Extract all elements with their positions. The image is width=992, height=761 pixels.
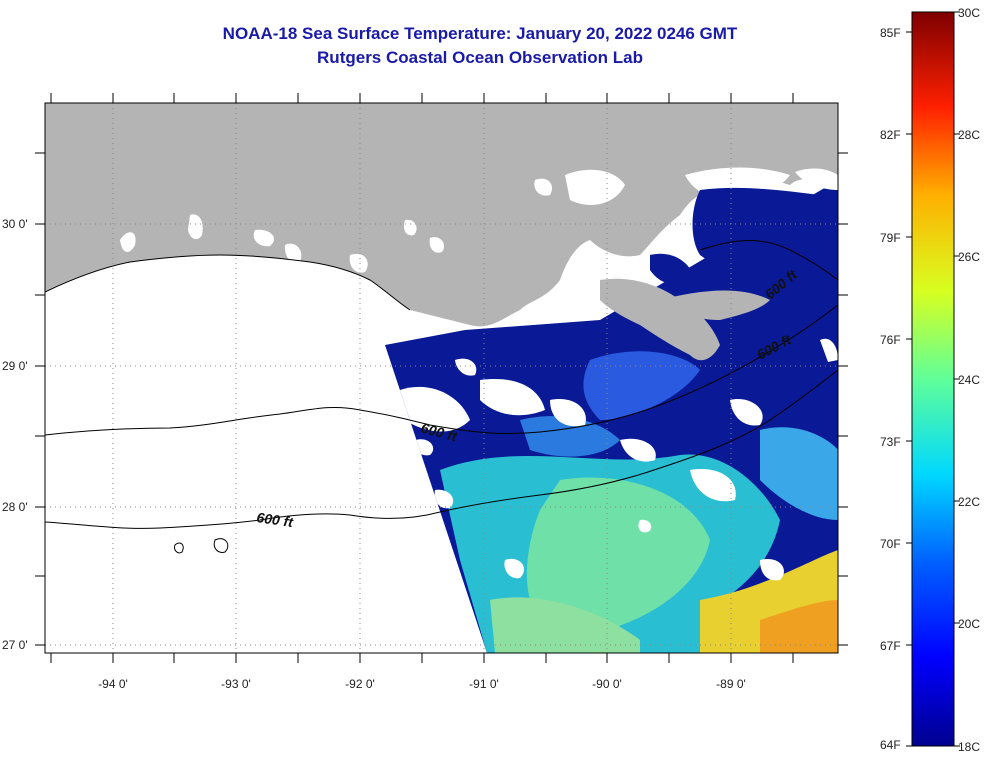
chart-subtitle: Rutgers Coastal Ocean Observation Lab	[317, 48, 643, 67]
colorbar-label-c: 20C	[958, 617, 981, 631]
lat-label: 27 0'	[2, 638, 28, 652]
colorbar-label-f: 82F	[880, 128, 901, 142]
lake	[429, 237, 445, 253]
land-mass	[45, 103, 838, 327]
colorbar-label-f: 70F	[880, 537, 901, 551]
coastline	[45, 254, 411, 311]
contour-label: 600 ft	[256, 509, 296, 530]
axis-ticks	[35, 93, 848, 663]
lon-label: -94 0'	[98, 677, 128, 691]
isobath-600ft-north	[45, 304, 838, 436]
delta-land	[600, 278, 720, 361]
chart-title: NOAA-18 Sea Surface Temperature: January…	[222, 24, 738, 43]
lake	[188, 214, 203, 240]
lake	[404, 219, 417, 236]
lake	[534, 178, 553, 196]
lake	[120, 232, 136, 252]
isobath-inshore	[699, 240, 838, 281]
delta-land-east	[660, 290, 770, 320]
lake	[349, 253, 368, 273]
colorbar-label-c: 30C	[958, 6, 981, 20]
lat-label: 28 0'	[2, 500, 28, 514]
lon-label: -91 0'	[469, 677, 499, 691]
colorbar-ticks	[906, 11, 960, 747]
lon-label: -93 0'	[221, 677, 251, 691]
lat-label: 30 0'	[2, 217, 28, 231]
colorbar-label-c: 18C	[958, 740, 981, 754]
colorbar-label-f: 67F	[880, 639, 901, 653]
lake	[284, 243, 302, 263]
lake	[565, 169, 625, 205]
inland-water-patch	[650, 253, 695, 286]
plot-frame	[44, 102, 839, 654]
colorbar-label-f: 73F	[880, 435, 901, 449]
lon-label: -89 0'	[716, 677, 746, 691]
colorbar-label-c: 22C	[958, 495, 981, 509]
bank-contour	[213, 538, 229, 553]
bank-contour	[174, 542, 184, 554]
colorbar	[911, 11, 955, 747]
colorbar-label-c: 24C	[958, 373, 981, 387]
colorbar-label-c: 28C	[958, 128, 981, 142]
lake	[253, 229, 275, 247]
lake	[795, 168, 838, 190]
colorbar-label-f: 79F	[880, 231, 901, 245]
lon-label: -90 0'	[592, 677, 622, 691]
colorbar-label-c: 26C	[958, 250, 981, 264]
colorbar-label-f: 85F	[880, 26, 901, 40]
isobath-600ft-south	[45, 369, 838, 529]
graticule	[45, 103, 838, 653]
colorbar-label-f: 64F	[880, 738, 901, 752]
inland-water	[692, 187, 838, 300]
colorbar-label-f: 76F	[880, 333, 901, 347]
lat-label: 29 0'	[2, 359, 28, 373]
lon-label: -92 0'	[345, 677, 375, 691]
